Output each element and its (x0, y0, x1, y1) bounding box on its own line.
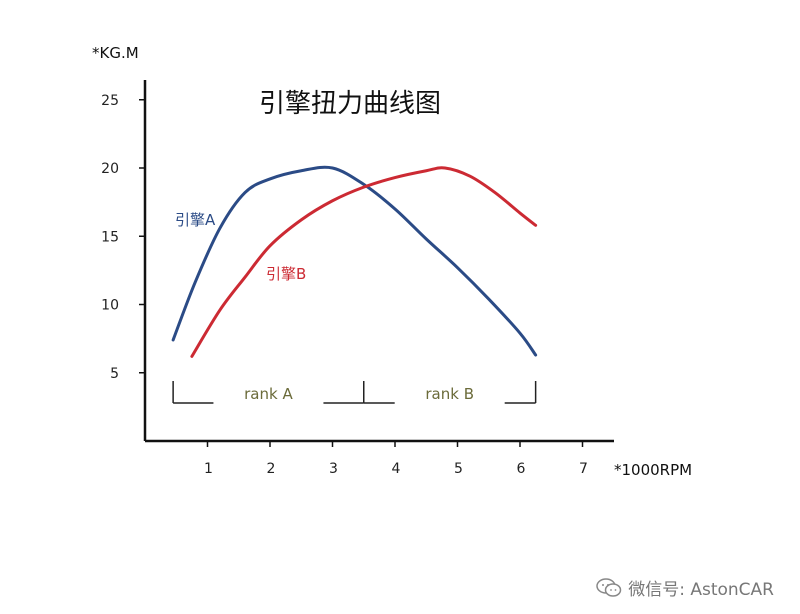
y-axis-unit-label: *KG.M (92, 44, 139, 62)
y-tick-label: 15 (101, 229, 119, 245)
x-tick-label: 3 (329, 461, 338, 477)
y-tick-label: 20 (101, 161, 119, 177)
series-label-a: 引擎A (175, 211, 216, 229)
chart-series: 引擎A 引擎B (171, 165, 538, 358)
watermark: 微信号: AstonCAR (596, 575, 774, 600)
chart-title: 引擎扭力曲线图 (259, 89, 441, 119)
rank-label-b: rank B (425, 385, 474, 403)
watermark-text: 微信号: AstonCAR (628, 580, 774, 600)
x-tick-label: 5 (454, 461, 463, 477)
rank-brackets: rank A rank B (172, 381, 537, 404)
rank-label-a: rank A (244, 385, 293, 403)
series-line-a (171, 165, 538, 357)
wechat-icon (596, 577, 622, 597)
x-tick-label: 7 (579, 461, 588, 477)
x-axis-unit-label: *1000RPM (614, 461, 692, 479)
x-tick-label: 6 (517, 461, 526, 477)
series-line-b (190, 166, 538, 358)
series-label-b: 引擎B (266, 265, 306, 283)
y-tick-label: 5 (110, 366, 119, 382)
y-tick-label: 10 (101, 298, 119, 314)
y-tick-label: 25 (101, 93, 119, 109)
x-tick-label: 2 (267, 461, 276, 477)
x-tick-label: 1 (204, 461, 213, 477)
chart-axes (143, 80, 614, 443)
chart-ticks: 1 2 3 4 5 6 7 5 10 15 20 25 (101, 93, 588, 477)
x-tick-label: 4 (392, 461, 401, 477)
